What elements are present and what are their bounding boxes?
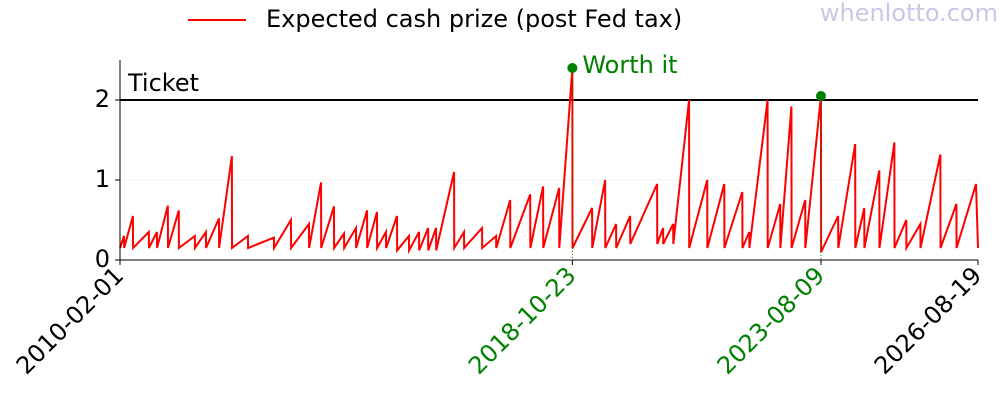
x-tick-label: 2018-10-23 [463,261,581,379]
x-tick-label: 2026-08-19 [869,261,987,379]
highlight-dot [815,91,826,101]
x-tick-label: 2010-02-01 [11,261,129,379]
series-line [119,67,979,255]
reference-label: Ticket [127,69,199,97]
y-tick-label: 0 [95,245,110,273]
legend-label: Expected cash prize (post Fed tax) [266,5,682,33]
highlight-label: Worth it [582,51,677,79]
y-tick-label: 2 [95,85,110,113]
watermark: whenlotto.com [820,0,998,27]
x-tick-label: 2023-08-09 [712,261,830,379]
y-tick-label: 1 [95,165,110,193]
highlight-dot [567,63,578,73]
